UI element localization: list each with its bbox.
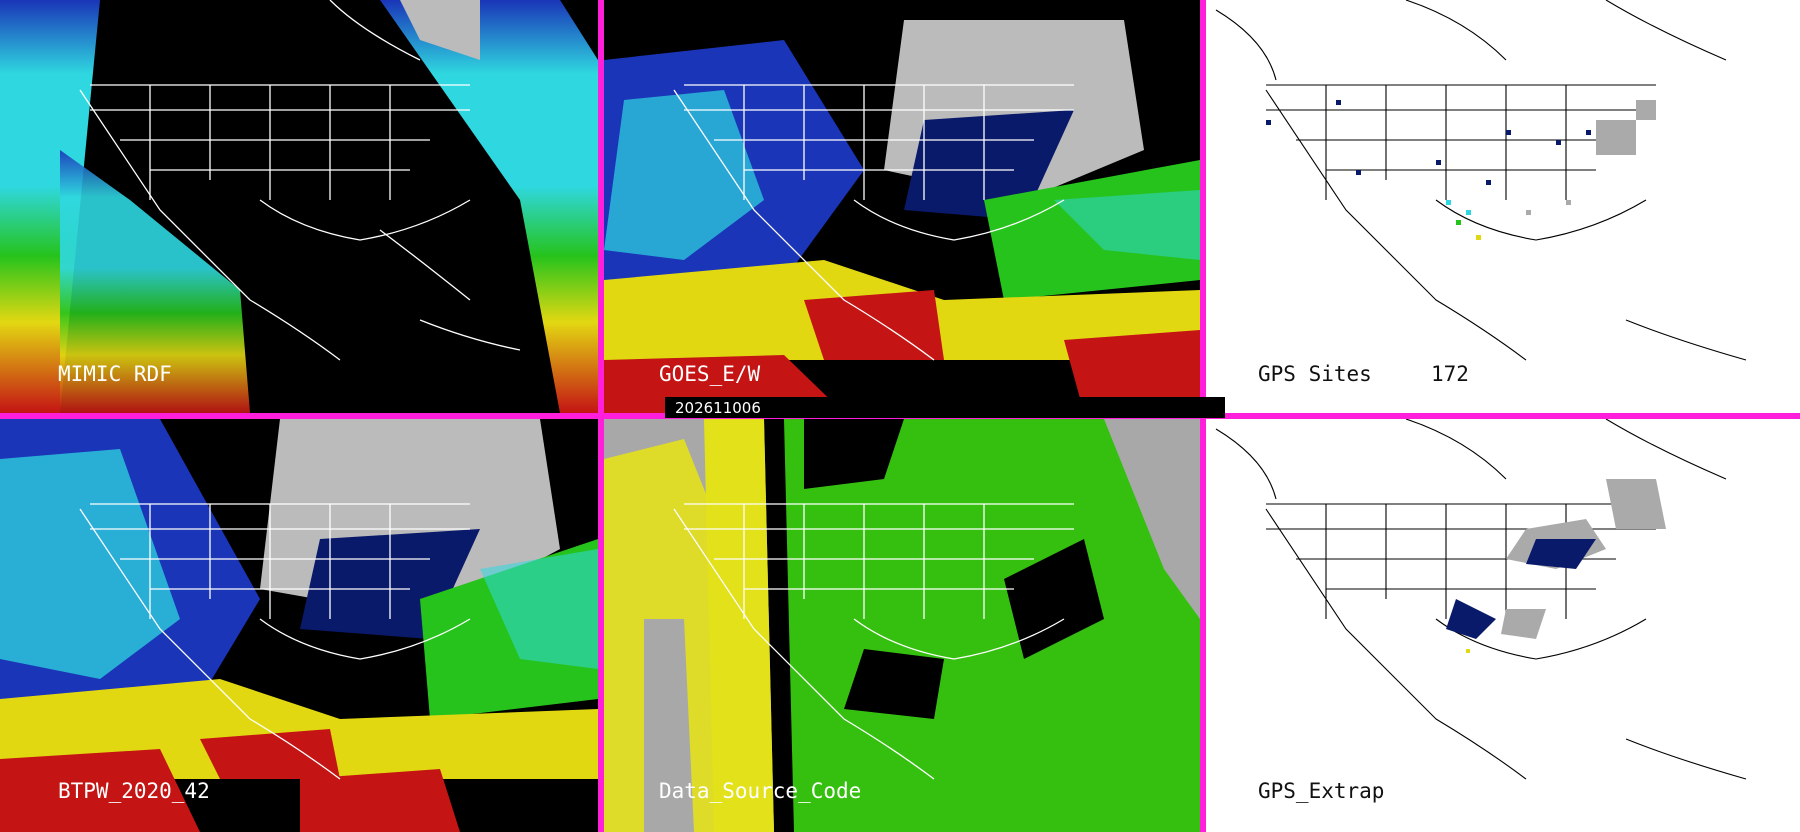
mimic-rdf-map — [0, 0, 598, 413]
data-source-code-map — [604, 419, 1200, 832]
gps-sites-map — [1206, 0, 1800, 413]
btpw-map — [0, 419, 598, 832]
map-panel-gps-sites: GPS Sites 172 — [1206, 0, 1800, 413]
panel-label: GPS Sites — [1258, 362, 1372, 386]
gps-extrap-map — [1206, 419, 1800, 832]
panel-label: Data_Source_Code — [659, 779, 862, 803]
goes-ew-map — [604, 0, 1200, 413]
map-panel-gps-extrap: GPS_Extrap — [1206, 419, 1800, 832]
map-panel-goes-ew: GOES_E/W — [604, 0, 1200, 413]
map-panel-data-source-code: Data_Source_Code — [604, 419, 1200, 832]
map-panel-mimic-rdf: MIMIC RDF — [0, 0, 598, 413]
panel-label: GOES_E/W — [659, 362, 761, 386]
panel-label: MIMIC RDF — [58, 362, 172, 386]
timestamp: 202611006 — [675, 399, 761, 417]
gps-site-count: 172 — [1431, 362, 1469, 386]
timestamp-bar: 202611006 — [665, 397, 1225, 418]
map-panel-btpw: BTPW_2020_42 — [0, 419, 598, 832]
panel-label: BTPW_2020_42 — [58, 779, 210, 803]
panel-label: GPS_Extrap — [1258, 779, 1385, 803]
